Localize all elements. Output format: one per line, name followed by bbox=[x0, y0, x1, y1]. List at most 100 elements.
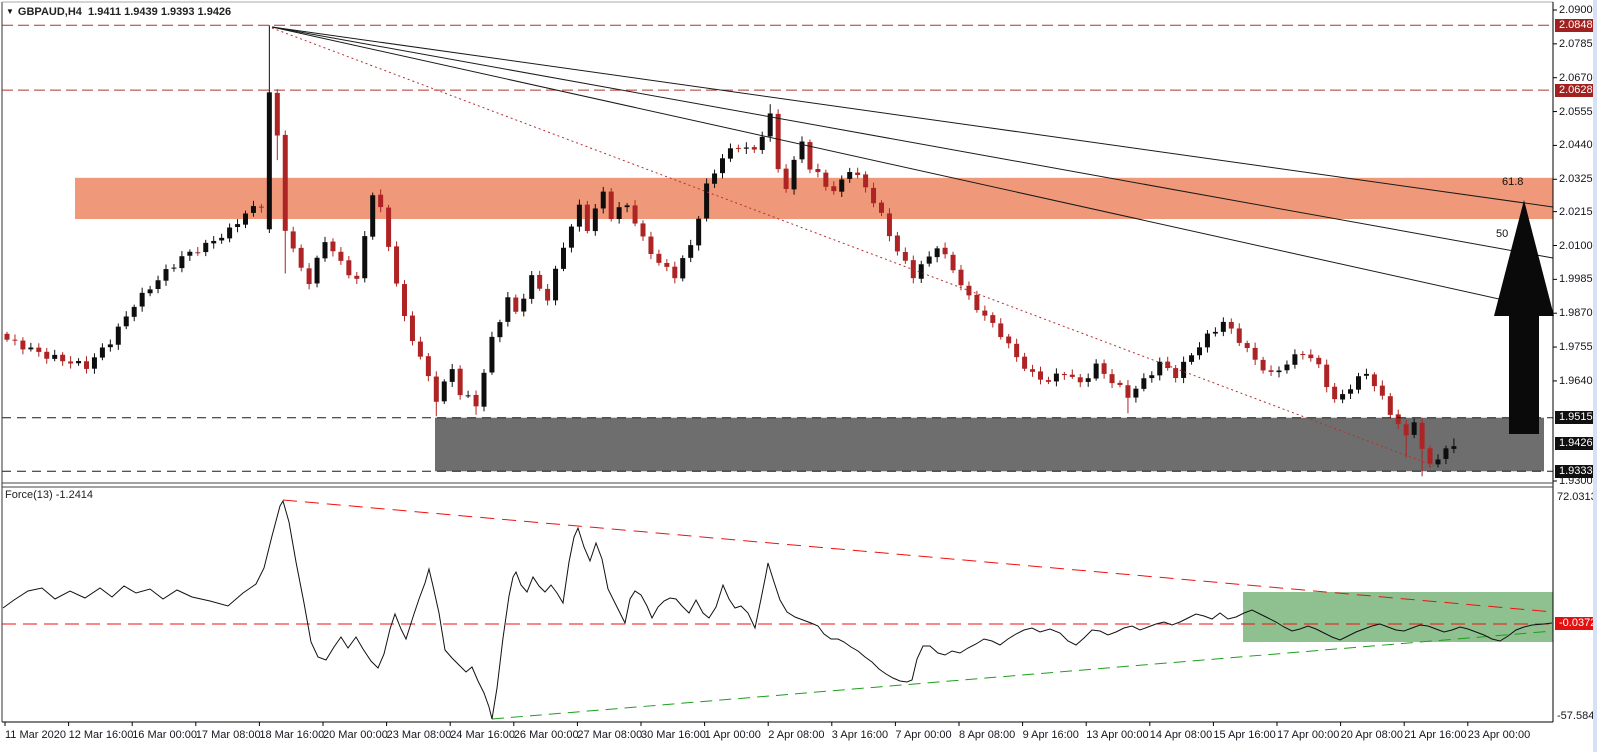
candle-body bbox=[394, 246, 400, 284]
candle-body bbox=[751, 147, 757, 150]
candle-body bbox=[378, 194, 384, 208]
time-axis-label: 18 Mar 16:00 bbox=[259, 729, 325, 741]
candle-body bbox=[1173, 368, 1179, 379]
fib-level-label-618: 61.8 bbox=[1502, 176, 1524, 188]
candle-body bbox=[1141, 378, 1147, 389]
candle-body bbox=[409, 315, 415, 342]
candle-body bbox=[1443, 448, 1449, 459]
candle-body bbox=[1030, 369, 1036, 372]
candle-body bbox=[600, 191, 606, 209]
candle-body bbox=[592, 208, 598, 232]
candle-body bbox=[147, 289, 153, 294]
candle-body bbox=[886, 213, 892, 237]
price-axis-label: 1.9870 bbox=[1559, 307, 1593, 320]
candle-body bbox=[815, 169, 821, 173]
candle-body bbox=[894, 235, 900, 252]
candle-body bbox=[203, 242, 209, 253]
candle-body bbox=[1363, 373, 1369, 376]
price-axis-label: 1.9755 bbox=[1559, 341, 1593, 354]
candle-body bbox=[982, 310, 988, 316]
candle-body bbox=[1387, 396, 1393, 415]
time-axis-label: 23 Mar 08:00 bbox=[386, 729, 452, 741]
candle-body bbox=[648, 236, 654, 255]
candle-body bbox=[1340, 394, 1346, 400]
candle-body bbox=[1348, 389, 1354, 394]
candle-body bbox=[433, 376, 439, 402]
candle-body bbox=[1093, 363, 1099, 379]
candle-body bbox=[76, 361, 82, 364]
time-axis-label: 8 Apr 08:00 bbox=[959, 729, 1016, 741]
candle-body bbox=[767, 113, 773, 137]
candle-body bbox=[449, 369, 455, 382]
candle-body bbox=[346, 260, 352, 276]
time-axis-label: 9 Apr 16:00 bbox=[1022, 729, 1079, 741]
indicator-green-zone bbox=[1243, 592, 1553, 642]
candle-body bbox=[1252, 347, 1258, 360]
indicator-axis-label: -57.5846 bbox=[1557, 710, 1597, 722]
candle-body bbox=[950, 254, 956, 271]
candle-body bbox=[1117, 382, 1123, 386]
candle-body bbox=[855, 172, 861, 175]
candle-body bbox=[1371, 374, 1377, 387]
candle-body bbox=[1451, 446, 1457, 449]
candle-body bbox=[783, 168, 789, 189]
candle-body bbox=[1419, 422, 1425, 449]
candle-body bbox=[60, 354, 66, 362]
candle-body bbox=[1324, 364, 1330, 388]
time-axis-label: 11 Mar 2020 bbox=[5, 729, 66, 741]
time-axis-label: 14 Apr 08:00 bbox=[1149, 729, 1213, 741]
candle-body bbox=[44, 351, 50, 359]
candle-body bbox=[290, 231, 296, 249]
candle-body bbox=[513, 297, 519, 312]
candle-body bbox=[1276, 370, 1282, 373]
candle-body bbox=[974, 294, 980, 311]
candle-body bbox=[759, 136, 765, 150]
time-axis-label: 2 Apr 08:00 bbox=[768, 729, 825, 741]
candle-body bbox=[1284, 364, 1290, 371]
candle-body bbox=[266, 92, 272, 230]
candle-body bbox=[1427, 448, 1433, 464]
candle-body bbox=[338, 251, 344, 261]
trend-fan-line bbox=[271, 26, 1554, 259]
candle-body bbox=[68, 361, 74, 364]
candle-body bbox=[1053, 373, 1059, 382]
candle-body bbox=[1181, 361, 1187, 378]
candle-body bbox=[1077, 377, 1083, 383]
candle-body bbox=[1045, 380, 1051, 382]
price-axis-label: 1.9985 bbox=[1559, 273, 1593, 286]
candle-body bbox=[1220, 321, 1226, 332]
candle-body bbox=[139, 292, 145, 307]
price-axis-label: 2.0440 bbox=[1559, 139, 1593, 152]
candle-body bbox=[608, 191, 614, 219]
price-axis-label: 1.9300 bbox=[1559, 475, 1593, 487]
up-arrow-annotation[interactable] bbox=[1494, 200, 1554, 434]
candle-body bbox=[807, 142, 813, 170]
candle-body bbox=[1379, 385, 1385, 396]
trend-fan-line bbox=[271, 26, 1554, 208]
price-axis-label: 2.0555 bbox=[1559, 105, 1593, 118]
candle-body bbox=[322, 242, 328, 259]
candle-body bbox=[553, 268, 559, 301]
time-axis-label: 7 Apr 00:00 bbox=[895, 729, 952, 741]
candle-body bbox=[28, 347, 34, 350]
candle-body bbox=[720, 158, 725, 174]
candle-body bbox=[362, 236, 368, 279]
candle-body bbox=[727, 148, 733, 159]
candle-body bbox=[640, 223, 646, 237]
window-right-edge bbox=[1593, 0, 1597, 752]
indicator-level-badge: -0.0372 bbox=[1555, 617, 1597, 630]
candle-body bbox=[568, 226, 574, 248]
candle-body bbox=[1133, 388, 1139, 398]
symbol-dropdown-icon[interactable]: ▼ bbox=[6, 7, 14, 16]
time-axis-label: 3 Apr 16:00 bbox=[831, 729, 889, 741]
candle-body bbox=[1300, 354, 1306, 356]
candle-body bbox=[211, 240, 217, 244]
candle-body bbox=[298, 247, 304, 268]
candle-body bbox=[656, 253, 662, 263]
candle-body bbox=[839, 179, 845, 192]
candle-body bbox=[441, 381, 447, 402]
candle-body bbox=[1069, 374, 1075, 377]
time-axis-label: 13 Apr 00:00 bbox=[1086, 729, 1149, 741]
